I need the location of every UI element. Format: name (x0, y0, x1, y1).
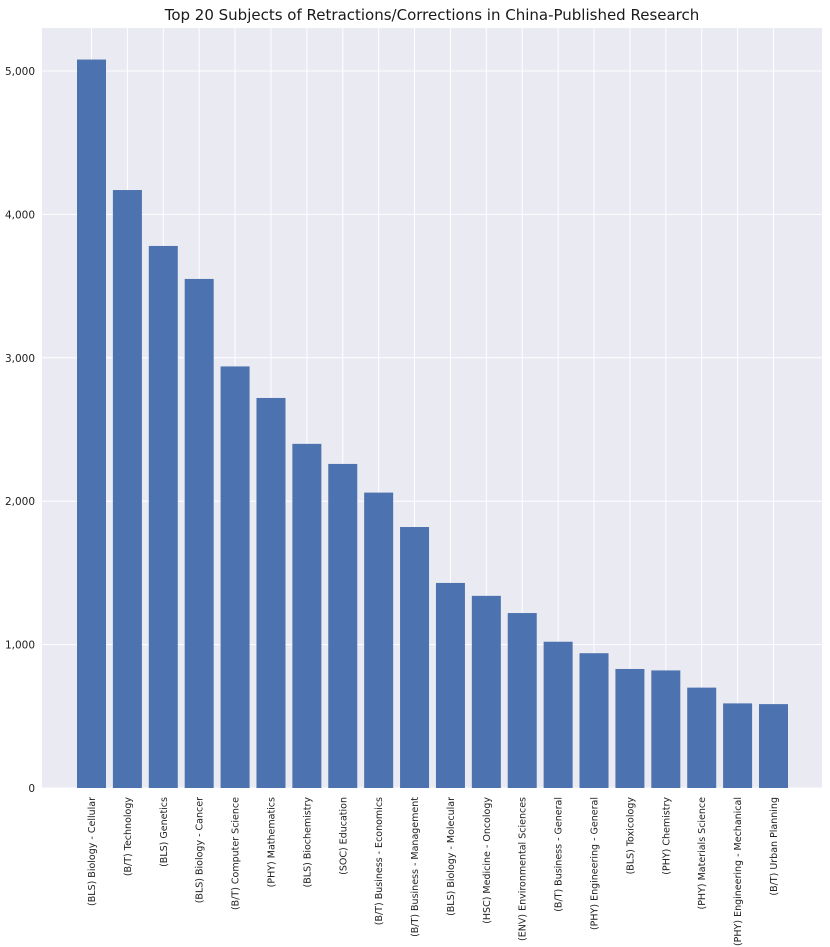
x-tick-label: (SOC) Education (338, 797, 349, 875)
x-tick-label: (HSC) Medicine - Oncology (482, 797, 493, 924)
x-tick-label: (PHY) Materials Science (697, 797, 708, 910)
x-tick-label: (ENV) Environmental Sciences (518, 797, 529, 941)
bars (77, 59, 788, 789)
x-tick-label: (BLS) Biology - Molecular (446, 797, 457, 916)
x-tick-label: (B/T) Business - General (554, 797, 565, 912)
bar (579, 653, 609, 788)
bar (184, 278, 214, 788)
bar (256, 397, 286, 788)
x-tick-label: (BLS) Biology - Cancer (195, 797, 206, 903)
x-tick-label: (PHY) Mathematics (266, 797, 277, 887)
x-tick-label: (B/T) Urban Planning (769, 797, 780, 896)
bar (435, 582, 465, 788)
y-tick-label: 3,000 (5, 353, 35, 365)
bar (543, 641, 573, 788)
bar (292, 443, 322, 788)
y-tick-label: 4,000 (5, 209, 35, 221)
bar (651, 670, 681, 788)
x-tick-label: (B/T) Computer Science (231, 797, 242, 910)
x-tick-label: (PHY) Engineering - General (590, 797, 601, 930)
x-tick-label: (B/T) Business - Economics (374, 797, 385, 925)
bar (77, 59, 106, 788)
x-axis-ticks: (BLS) Biology - Cellular (B/T) Technology… (87, 797, 780, 946)
x-tick-label: (B/T) Business - Management (410, 797, 421, 937)
x-tick-label: (PHY) Engineering - Mechanical (733, 797, 744, 946)
x-tick-label: (BLS) Biology - Cellular (87, 797, 98, 906)
bar (759, 704, 788, 788)
bar (723, 703, 753, 788)
y-axis-ticks: 0 1,000 2,000 3,000 4,000 5,000 (5, 66, 35, 795)
x-tick-label: (BLS) Toxicology (625, 797, 636, 875)
x-tick-label: (BLS) Biochemistry (302, 797, 313, 888)
chart-title: Top 20 Subjects of Retractions/Correctio… (164, 6, 700, 24)
bar (148, 245, 178, 788)
bar (615, 668, 645, 788)
bar (471, 595, 501, 788)
y-tick-label: 1,000 (5, 640, 35, 652)
bar (112, 190, 142, 789)
x-tick-label: (PHY) Chemistry (661, 797, 672, 875)
bar (687, 687, 717, 788)
y-tick-label: 5,000 (5, 66, 35, 78)
bar (328, 463, 358, 788)
x-tick-label: (BLS) Genetics (159, 797, 170, 867)
x-tick-label: (B/T) Technology (123, 797, 134, 877)
y-tick-label: 0 (28, 783, 35, 795)
bar (400, 527, 430, 788)
bar (220, 366, 250, 788)
bar (507, 613, 537, 788)
y-tick-label: 2,000 (5, 496, 35, 508)
bar (364, 492, 394, 788)
